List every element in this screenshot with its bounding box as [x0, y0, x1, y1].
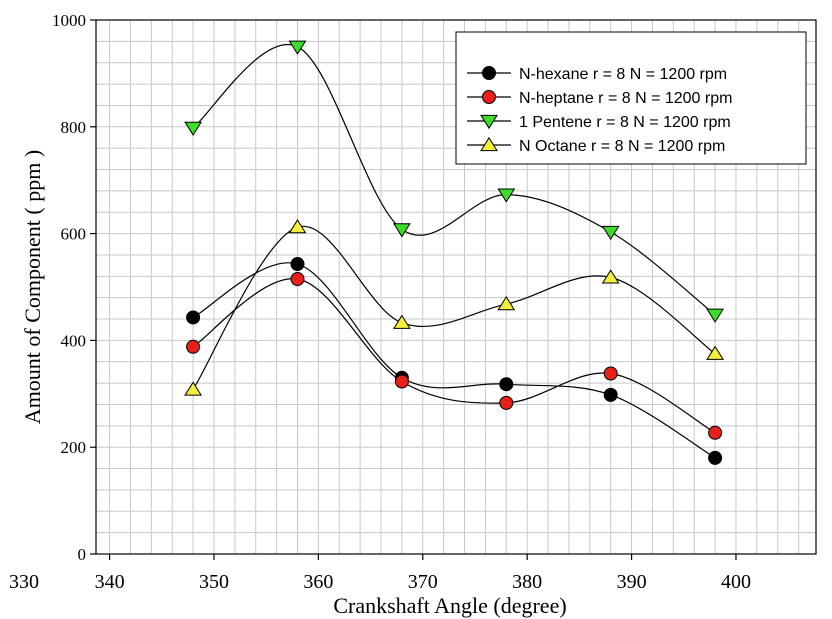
series-line: [192, 43, 716, 316]
x-tick-labels: 330 340 350 360 370 380 390 400: [9, 571, 751, 593]
x-tick-label: 340: [95, 571, 125, 593]
series-line: [192, 278, 716, 434]
data-point: [706, 345, 724, 360]
y-tick-label: 1000: [52, 11, 86, 30]
x-axis-title: Crankshaft Angle (degree): [333, 593, 566, 618]
series-markers: [184, 40, 724, 465]
legend-label: N-hexane r = 8 N = 1200 rpm: [519, 66, 727, 83]
legend-label: N Octane r = 8 N = 1200 rpm: [519, 138, 725, 155]
data-point: [497, 188, 516, 203]
data-point: [288, 219, 307, 234]
x-tick-label: 360: [303, 571, 333, 593]
series-line: [192, 262, 716, 459]
legend: N-hexane r = 8 N = 1200 rpm N-heptane r =…: [455, 31, 807, 165]
x-tick-label: 370: [408, 571, 438, 593]
x-tick-label: 350: [199, 571, 229, 593]
data-point: [706, 308, 724, 323]
data-point: [603, 366, 618, 381]
series-curves: [192, 43, 716, 459]
plot-frame: [95, 19, 817, 555]
data-point: [392, 314, 411, 329]
data-point: [290, 257, 305, 272]
series-line: [192, 225, 716, 390]
grid: [96, 20, 816, 554]
data-point: [186, 339, 201, 354]
y-tick-labels: 0 200 400 600 800 1000: [52, 11, 86, 564]
data-point: [603, 387, 618, 402]
axis-ticks: [90, 19, 737, 560]
data-point: [184, 121, 202, 137]
legend-marker: [480, 114, 498, 130]
x-tick-label: 400: [721, 571, 751, 593]
data-point: [601, 269, 620, 284]
legend-marker: [482, 90, 496, 104]
legend-marker: [480, 136, 498, 152]
legend-box: [455, 31, 807, 165]
data-point: [499, 377, 514, 392]
y-axis-title: Amount of Component ( ppm ): [20, 150, 45, 424]
data-point: [186, 310, 201, 325]
data-point: [184, 381, 202, 396]
x-tick-label: 380: [512, 571, 542, 593]
data-point: [601, 225, 620, 241]
data-point: [394, 374, 409, 389]
y-tick-label: 800: [61, 118, 87, 137]
data-point: [499, 395, 514, 410]
y-tick-label: 0: [78, 545, 87, 564]
data-point: [290, 271, 305, 286]
data-point: [288, 40, 307, 55]
legend-label: N-heptane r = 8 N = 1200 rpm: [519, 90, 732, 107]
data-point: [708, 450, 723, 465]
x-tick-label: 330: [9, 571, 39, 593]
data-point: [708, 425, 723, 440]
legend-marker: [482, 66, 496, 80]
x-tick-label: 390: [617, 571, 647, 593]
legend-label: 1 Pentene r = 8 N = 1200 rpm: [519, 114, 731, 131]
data-point: [497, 295, 516, 311]
y-tick-label: 400: [61, 331, 87, 350]
y-tick-label: 600: [61, 225, 87, 244]
data-point: [392, 223, 411, 238]
y-tick-label: 200: [61, 438, 87, 457]
